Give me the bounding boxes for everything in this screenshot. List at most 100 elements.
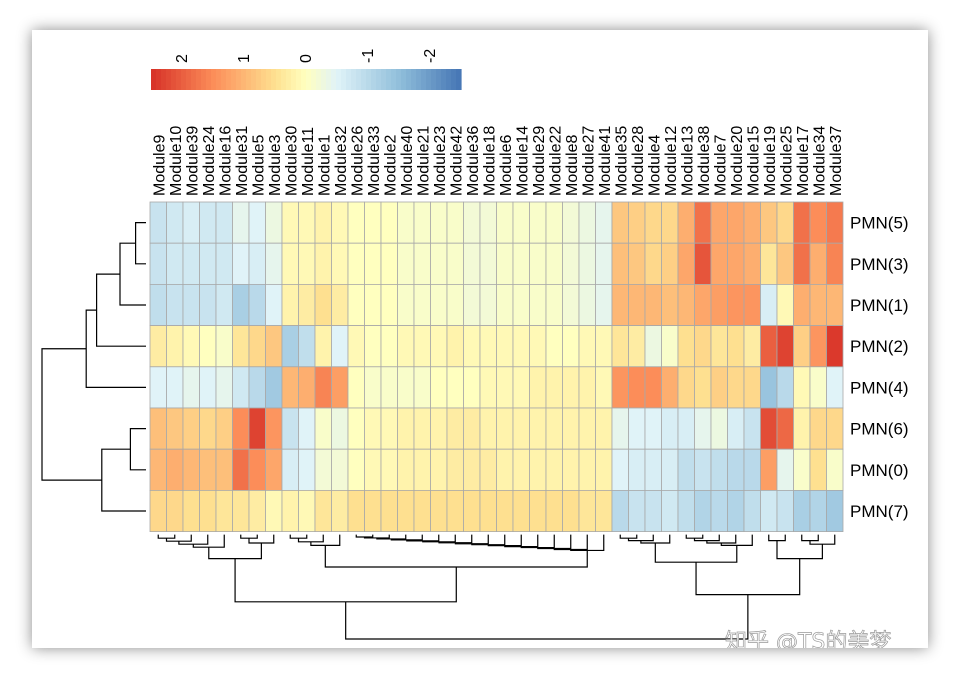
row-dendrogram-branch xyxy=(101,448,146,512)
heatmap-cell xyxy=(611,448,629,491)
heatmap-cell xyxy=(694,489,712,532)
heatmap-cell xyxy=(347,489,365,532)
legend-swatch xyxy=(216,69,222,90)
heatmap-cell xyxy=(380,283,398,326)
heatmap-cell xyxy=(512,407,530,450)
legend-swatch xyxy=(156,69,162,90)
heatmap-cell xyxy=(265,283,283,326)
column-dendrogram-branch xyxy=(376,534,407,540)
heatmap-cell xyxy=(314,489,332,532)
heatmap-cell xyxy=(199,283,217,326)
heatmap-cell xyxy=(694,325,712,368)
heatmap-cell xyxy=(149,489,167,532)
heatmap-cell xyxy=(463,283,481,326)
heatmap-cell xyxy=(232,242,250,285)
column-label: Module16 xyxy=(217,126,234,196)
column-label: Module12 xyxy=(663,126,680,196)
heatmap-cell xyxy=(446,407,464,450)
heatmap-cell xyxy=(595,366,613,409)
heatmap-cell xyxy=(380,407,398,450)
heatmap-cell xyxy=(397,325,415,368)
heatmap-cell xyxy=(446,283,464,326)
heatmap-cell xyxy=(397,407,415,450)
heatmap-cell xyxy=(661,283,679,326)
heatmap-cell xyxy=(727,489,745,532)
legend-swatch xyxy=(326,69,332,90)
heatmap-cell xyxy=(677,448,695,491)
column-label: Module28 xyxy=(630,126,647,196)
legend-swatch xyxy=(416,69,422,90)
heatmap-cell xyxy=(710,201,728,244)
heatmap-cell xyxy=(380,366,398,409)
column-label: Module33 xyxy=(366,126,383,196)
heatmap-cell xyxy=(776,325,794,368)
row-label: PMN(5) xyxy=(850,214,909,233)
heatmap-cell xyxy=(809,242,827,285)
row-label: PMN(7) xyxy=(850,502,909,521)
heatmap-cell xyxy=(166,448,184,491)
heatmap-cell xyxy=(248,283,266,326)
heatmap-cell xyxy=(232,489,250,532)
heatmap-cell xyxy=(611,242,629,285)
column-labels: Module9 Module10 Module39 Module24 Module16 M… xyxy=(151,126,845,196)
heatmap-cell xyxy=(166,489,184,532)
legend-swatch xyxy=(446,69,452,90)
heatmap-cell xyxy=(760,283,778,326)
heatmap-cell xyxy=(727,201,745,244)
heatmap-cell xyxy=(595,448,613,491)
column-dendrogram-branch xyxy=(801,534,819,542)
heatmap-cell xyxy=(331,366,349,409)
heatmap-cell xyxy=(826,366,844,409)
legend-swatch xyxy=(376,69,382,90)
heatmap-cell xyxy=(215,489,233,532)
heatmap-cell xyxy=(710,407,728,450)
heatmap-cell xyxy=(413,325,431,368)
heatmap-cell xyxy=(512,448,530,491)
row-dendrogram-branch xyxy=(41,348,102,481)
heatmap-cell xyxy=(314,366,332,409)
heatmap-cell xyxy=(331,283,349,326)
heatmap-cell xyxy=(694,366,712,409)
heatmap-cell xyxy=(463,448,481,491)
heatmap-cell xyxy=(809,448,827,491)
heatmap-cell xyxy=(809,201,827,244)
heatmap-cell xyxy=(248,325,266,368)
legend-swatch xyxy=(336,69,342,90)
heatmap-cell xyxy=(529,242,547,285)
heatmap-cell xyxy=(545,366,563,409)
heatmap-cell xyxy=(314,201,332,244)
legend-swatch xyxy=(161,69,167,90)
heatmap-cell xyxy=(545,242,563,285)
legend-swatch xyxy=(341,69,347,90)
heatmap-cell xyxy=(826,489,844,532)
column-label: Module26 xyxy=(349,126,366,196)
heatmap-cell xyxy=(149,242,167,285)
column-label: Module18 xyxy=(481,126,498,196)
legend-swatch xyxy=(301,69,307,90)
heatmap-cell xyxy=(677,325,695,368)
heatmap-cell xyxy=(529,448,547,491)
heatmap-cell xyxy=(413,489,431,532)
heatmap-cell xyxy=(182,201,200,244)
heatmap-cell xyxy=(727,407,745,450)
legend-swatch xyxy=(306,69,312,90)
heatmap-cell xyxy=(364,448,382,491)
heatmap-cell xyxy=(562,489,580,532)
heatmap-cell xyxy=(595,407,613,450)
heatmap-cell xyxy=(281,366,299,409)
heatmap-cell xyxy=(644,325,662,368)
legend-swatch xyxy=(436,69,442,90)
legend-swatch xyxy=(431,69,437,90)
heatmap-cell xyxy=(529,201,547,244)
legend-swatch xyxy=(311,69,317,90)
heatmap-cell xyxy=(446,489,464,532)
heatmap-cell xyxy=(578,489,596,532)
heatmap-cell xyxy=(413,448,431,491)
heatmap-cell xyxy=(529,407,547,450)
legend-swatch xyxy=(361,69,367,90)
heatmap-cell xyxy=(479,489,497,532)
legend-swatch xyxy=(176,69,182,90)
heatmap-chart: 2 1 0 -1 -2 Module9 Module10 Module39 Module24 M… xyxy=(41,49,909,648)
column-dendrogram-branch xyxy=(685,534,704,539)
column-label: Module36 xyxy=(465,126,482,196)
